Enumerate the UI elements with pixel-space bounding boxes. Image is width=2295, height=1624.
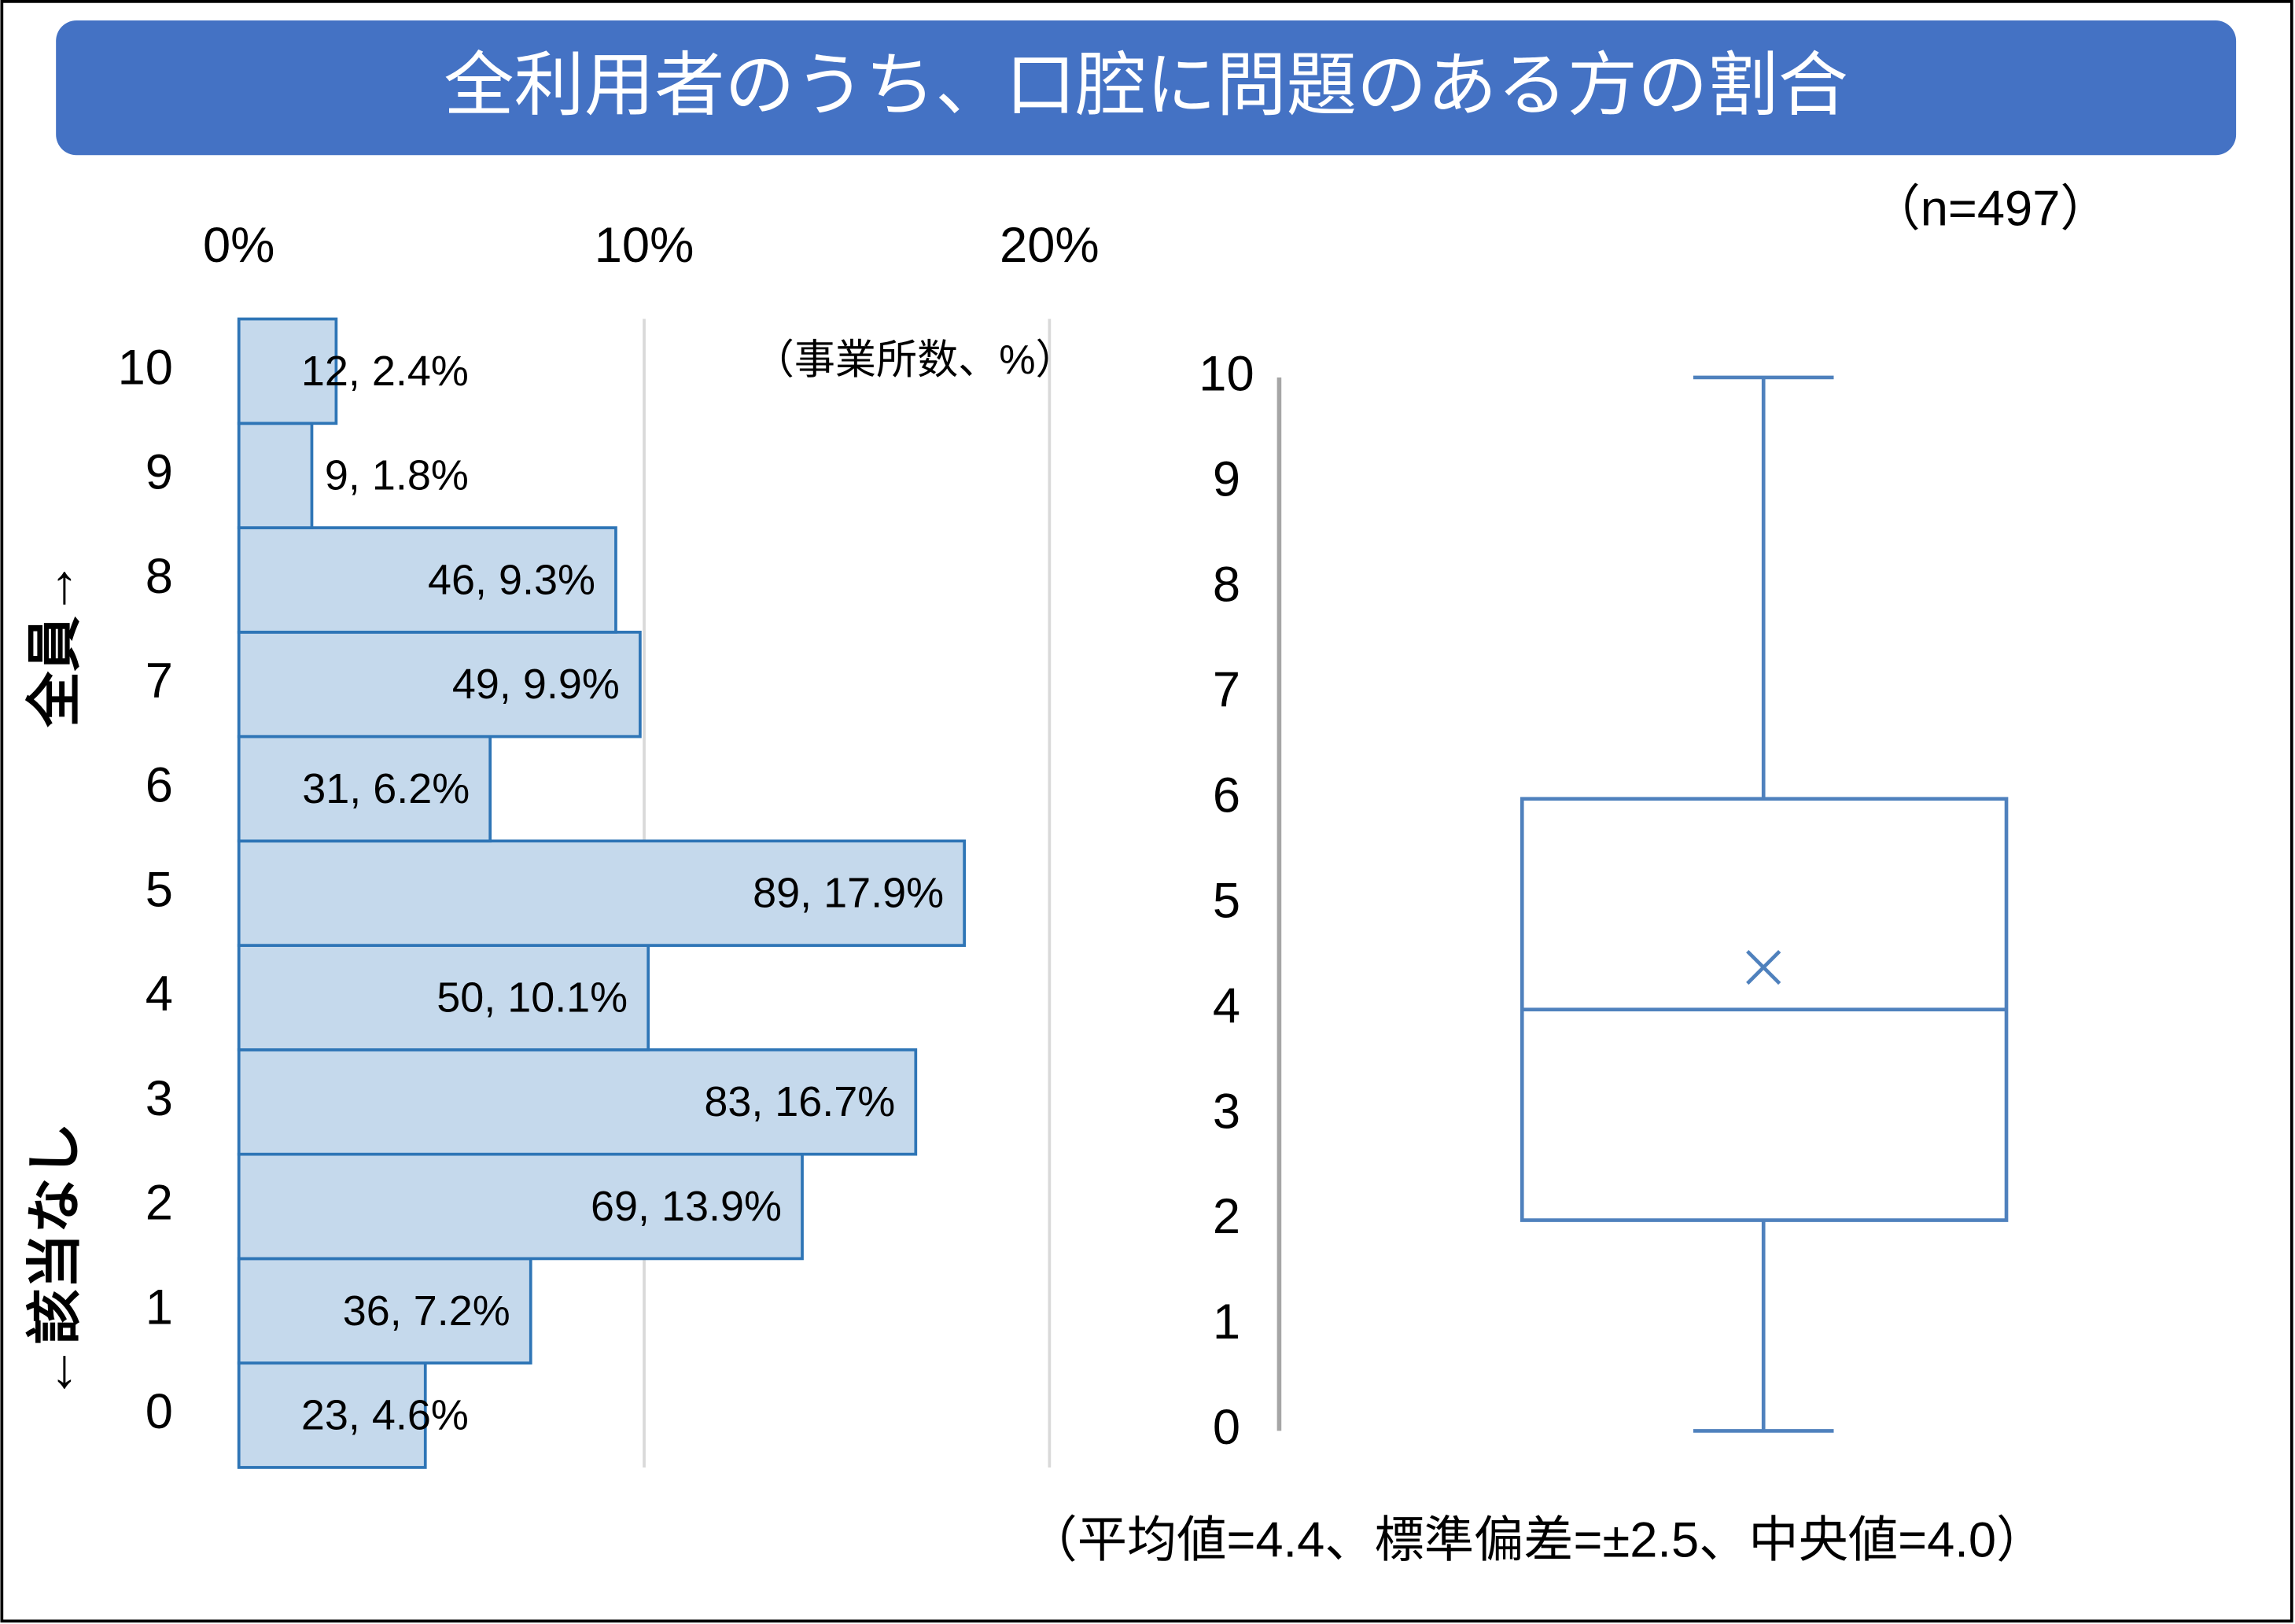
sample-note: （n=497） [1870, 181, 2109, 236]
y-tick-label: 10 [1199, 347, 1254, 402]
y-tick-label: 5 [146, 862, 173, 917]
y-tick-label: 1 [146, 1280, 173, 1335]
value-label: 50, 10.1% [437, 974, 628, 1021]
chart-title: 全利用者のうち、口腔に問題のある方の割合 [444, 46, 1848, 124]
value-label: 83, 16.7% [704, 1078, 895, 1125]
bar [237, 944, 650, 1051]
y-tick-label: 8 [146, 549, 173, 604]
bar [237, 317, 338, 425]
bar [237, 839, 966, 947]
bar [237, 1048, 918, 1156]
side-label: 全員→ [24, 561, 86, 728]
y-tick-label: 9 [1213, 452, 1240, 507]
y-tick-label: 4 [146, 967, 173, 1022]
x-tick-label: 20% [1000, 218, 1100, 273]
title-banner [56, 20, 2237, 156]
y-tick-label: 4 [1213, 978, 1240, 1033]
value-label: 69, 13.9% [591, 1183, 782, 1230]
bar [237, 630, 642, 738]
bar [237, 1257, 532, 1365]
value-label: 12, 2.4% [301, 348, 469, 395]
y-tick-label: 6 [146, 758, 173, 813]
y-tick-label: 3 [146, 1071, 173, 1126]
mean-marker [1746, 949, 1781, 985]
bar [237, 422, 314, 529]
y-tick-label: 2 [1213, 1189, 1240, 1244]
side-label: ←該当なし [24, 1122, 86, 1400]
value-label: 23, 4.6% [301, 1392, 469, 1439]
y-tick-label: 1 [1213, 1294, 1240, 1350]
stats-annotation: （平均値=4.4、標準偏差=±2.5、中央値=4.0） [1027, 1512, 2046, 1567]
value-label: 36, 7.2% [343, 1287, 510, 1335]
x-tick-label: 0% [203, 218, 274, 273]
y-tick-label: 7 [1213, 663, 1240, 718]
y-tick-label: 9 [146, 444, 173, 499]
value-label: 46, 9.3% [428, 556, 595, 603]
y-tick-label: 0 [1213, 1400, 1240, 1455]
value-label: 9, 1.8% [325, 452, 469, 499]
value-label: 49, 9.9% [452, 661, 620, 708]
y-tick-label: 3 [1213, 1084, 1240, 1139]
y-tick-label: 0 [146, 1384, 173, 1439]
y-tick-label: 8 [1213, 558, 1240, 613]
y-tick-label: 10 [118, 341, 173, 396]
y-tick-label: 7 [146, 654, 173, 709]
value-label: 31, 6.2% [302, 765, 470, 812]
y-tick-label: 2 [146, 1176, 173, 1231]
y-tick-label: 6 [1213, 768, 1240, 823]
value-label: 89, 17.9% [753, 870, 944, 917]
x-tick-label: 10% [595, 218, 694, 273]
bar [237, 526, 617, 634]
y-tick-label: 5 [1213, 873, 1240, 928]
unit-label: （事業所数、%） [753, 337, 1077, 383]
